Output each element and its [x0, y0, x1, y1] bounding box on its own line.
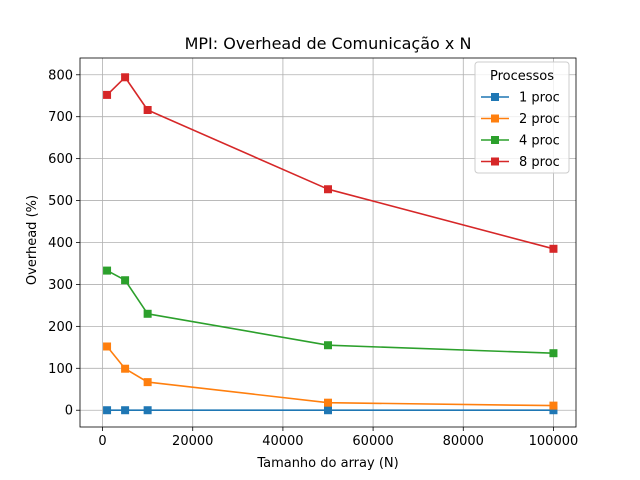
data-point-8-proc: [324, 185, 332, 194]
data-point-2-proc: [121, 364, 130, 373]
data-point-8-proc: [121, 73, 130, 82]
data-point-2-proc: [143, 378, 152, 387]
legend-swatch-marker: [491, 93, 499, 101]
y-tick-label: 600: [48, 152, 73, 167]
plot-frame: [79, 57, 577, 428]
data-point-1-proc: [143, 406, 152, 415]
legend-box: [474, 61, 570, 174]
data-point-2-proc: [549, 401, 558, 410]
chart-title: MPI: Overhead de Comunicação x N: [185, 34, 472, 53]
y-tick-label: 800: [48, 68, 73, 83]
data-point-8-proc: [143, 105, 152, 114]
legend-swatch-marker: [491, 157, 499, 166]
legend-title: Processos: [490, 69, 554, 84]
data-point-4-proc: [549, 349, 558, 358]
y-tick-label: 400: [48, 236, 73, 251]
x-axis-title: Tamanho do array (N): [256, 456, 398, 471]
x-tick-label: 60000: [352, 434, 393, 449]
y-tick-label: 300: [48, 278, 73, 293]
legend-label: 4 proc: [519, 134, 560, 149]
y-axis-title: Overhead (%): [25, 195, 40, 285]
y-tick-label: 0: [65, 404, 73, 419]
data-point-1-proc: [103, 406, 112, 415]
data-point-1-proc: [121, 406, 130, 415]
legend-label: 8 proc: [519, 155, 560, 170]
data-point-8-proc: [103, 90, 112, 99]
data-point-1-proc: [549, 406, 558, 415]
data-point-4-proc: [121, 276, 130, 285]
legend-label: 2 proc: [519, 112, 560, 127]
data-point-4-proc: [103, 266, 112, 275]
data-point-8-proc: [549, 244, 558, 253]
x-tick-label: 80000: [443, 434, 484, 449]
x-tick-label: 20000: [172, 434, 213, 449]
x-tick-label: 100000: [529, 434, 579, 449]
data-point-4-proc: [143, 309, 152, 318]
legend-swatch-marker: [491, 136, 499, 144]
x-tick-label: 40000: [262, 434, 303, 449]
plot-area: 0 20000 40000 60000 80000 100000 0 100 200 300 400…: [48, 57, 579, 449]
x-tick-label: 0: [98, 434, 106, 449]
y-tick-label: 100: [48, 362, 73, 377]
y-tick-label: 200: [48, 320, 73, 335]
data-point-2-proc: [324, 398, 332, 407]
legend: Processos 1 proc 2 proc 4 proc 8 proc: [474, 61, 570, 174]
data-point-1-proc: [324, 406, 332, 415]
y-tick-label: 500: [48, 194, 73, 209]
legend-swatch-marker: [491, 114, 499, 123]
y-tick-label: 700: [48, 110, 73, 125]
data-point-4-proc: [324, 341, 332, 350]
legend-label: 1 proc: [519, 91, 560, 106]
data-point-2-proc: [103, 342, 112, 351]
